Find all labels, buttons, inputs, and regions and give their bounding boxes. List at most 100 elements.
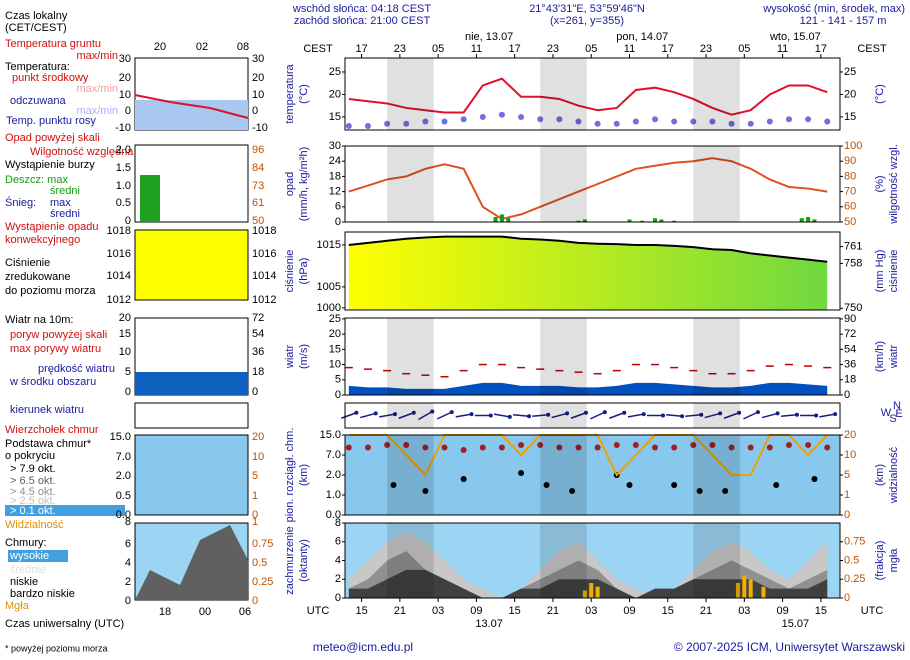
compass: E xyxy=(895,408,902,420)
y-tick-label: 6 xyxy=(335,536,341,548)
dot xyxy=(479,444,486,451)
mini-tick: 10 xyxy=(119,346,131,358)
arrow-head xyxy=(469,412,474,417)
panel-border xyxy=(344,402,841,429)
arrow-head xyxy=(392,412,397,417)
dot xyxy=(518,113,525,120)
y-axis-label: (oktanty) xyxy=(298,539,310,582)
legend-label: Wiatr na 10m: xyxy=(5,314,73,326)
arrow xyxy=(551,412,568,419)
utc-tick: 09 xyxy=(623,605,635,617)
bar xyxy=(742,575,747,598)
night-band xyxy=(540,58,587,130)
panel-bg xyxy=(345,403,840,428)
dot xyxy=(613,442,620,448)
legend-label: > 0.1 okt. xyxy=(10,505,56,517)
utc-tick: 21 xyxy=(700,605,712,617)
sunset: zachód słońca: 21:00 CEST xyxy=(294,15,431,27)
y2-tick-label: 72 xyxy=(844,328,856,340)
legend-label: Wierzchołek chmur xyxy=(5,424,99,436)
y-tick-label: 7.0 xyxy=(326,449,341,461)
y-tick-label: 20 xyxy=(329,88,341,100)
dot xyxy=(518,470,525,476)
arrow-head xyxy=(373,411,378,416)
y2-tick-label: 10 xyxy=(844,449,856,461)
bar xyxy=(672,220,677,222)
bar xyxy=(659,219,664,222)
night-band xyxy=(693,523,740,598)
dot xyxy=(613,120,620,127)
y-axis-label: pion. rozciągł. chm. xyxy=(284,428,296,523)
dot xyxy=(422,118,429,125)
y-tick-label: 15 xyxy=(329,343,341,355)
legend-label: Ciśnienie xyxy=(5,257,50,269)
label-bg xyxy=(8,550,68,562)
panel-bg xyxy=(345,146,840,222)
altitude: wysokość (min, środek, max) xyxy=(762,3,905,15)
mini-tick: 2 xyxy=(125,576,131,588)
arrow xyxy=(743,411,759,420)
mini-tick: 20 xyxy=(252,431,264,443)
legend-label: * powyżej poziomu morza xyxy=(5,643,108,653)
dot xyxy=(728,444,735,451)
utc-tick: 15 xyxy=(662,605,674,617)
mini-fill xyxy=(135,525,248,600)
y-tick-label: 15.0 xyxy=(320,429,341,441)
arrow-head xyxy=(565,411,570,416)
compass: S xyxy=(889,413,896,425)
legend-label: (CET/CEST) xyxy=(5,22,67,34)
dot xyxy=(364,444,371,451)
dot xyxy=(479,113,486,120)
dot xyxy=(696,488,703,494)
mini-tick: 0.75 xyxy=(252,538,273,550)
mini-tick: 1.0 xyxy=(116,180,131,192)
bar xyxy=(748,579,753,598)
y-axis-label: (km) xyxy=(298,464,310,486)
y-tick-label: 25 xyxy=(329,313,341,325)
legend-label: Wystąpienie burzy xyxy=(5,159,95,171)
y2-tick-label: 70 xyxy=(844,186,856,198)
arrow-head xyxy=(354,410,359,415)
coords: 21°43'31"E, 53°59'46"N xyxy=(529,3,645,15)
cest-label: CEST xyxy=(857,43,887,55)
mini-tick: 18 xyxy=(252,366,264,378)
panel-border xyxy=(344,317,841,396)
y2-tick-label: 750 xyxy=(844,302,862,314)
arrow-head xyxy=(411,410,416,415)
area xyxy=(348,236,828,310)
mini-tick: 0.5 xyxy=(116,197,131,209)
arrow xyxy=(590,411,606,420)
line xyxy=(348,77,828,116)
dot xyxy=(671,444,678,451)
mini-tick: 0.5 xyxy=(116,490,131,502)
mini-tick: 30 xyxy=(119,53,131,65)
y-axis-label: (°C) xyxy=(298,84,310,104)
y2-axis-label: (mm Hg) xyxy=(874,250,886,293)
dot xyxy=(556,116,563,123)
y2-axis-label: wilgotność wzgl. xyxy=(888,144,900,224)
mini-tick: 50 xyxy=(252,215,264,227)
legend-label: niskie xyxy=(10,576,38,588)
y2-tick-label: 54 xyxy=(844,343,856,355)
legend-label: prędkość wiatru xyxy=(38,363,115,375)
dot xyxy=(709,118,716,125)
y2-axis-label: widzialność xyxy=(888,446,900,504)
night-band xyxy=(387,146,434,222)
dot xyxy=(460,447,467,453)
email[interactable]: meteo@icm.edu.pl xyxy=(313,640,413,654)
mini-tick: 20 xyxy=(119,312,131,324)
arrow xyxy=(761,412,778,419)
y-tick-label: 2.0 xyxy=(326,469,341,481)
legend-label: > 7.9 okt. xyxy=(10,463,56,475)
dot xyxy=(498,111,505,118)
y2-axis-label: (frakcja) xyxy=(874,541,886,581)
night-band xyxy=(540,403,587,428)
y2-axis-label: mgła xyxy=(888,548,900,573)
line xyxy=(348,157,828,221)
cest-tick: 05 xyxy=(432,43,444,55)
legend-label: max/min xyxy=(76,83,118,95)
arrow-head xyxy=(641,412,646,417)
y2-tick-label: 0.5 xyxy=(844,554,859,566)
y-tick-label: 8 xyxy=(335,517,341,529)
y2-tick-label: 15 xyxy=(844,111,856,123)
